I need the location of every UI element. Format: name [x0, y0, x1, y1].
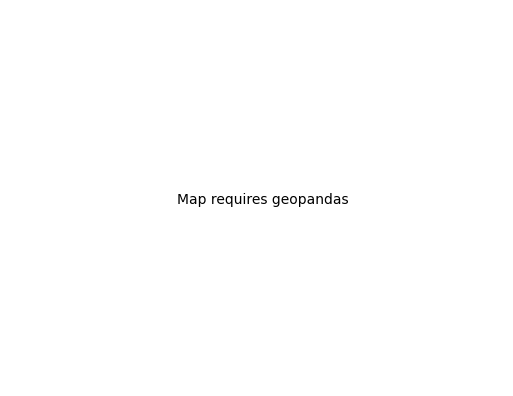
Text: Map requires geopandas: Map requires geopandas — [177, 193, 349, 207]
